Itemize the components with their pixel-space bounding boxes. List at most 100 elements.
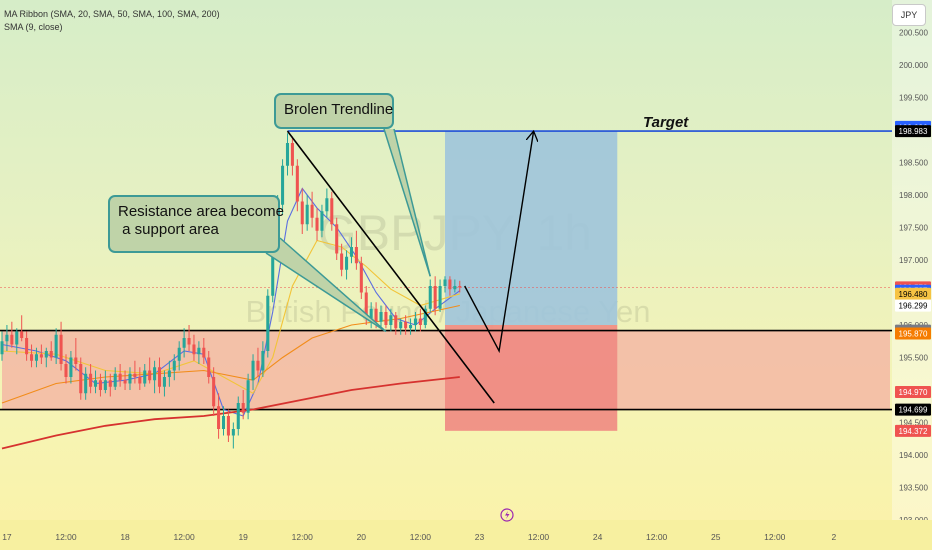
sma-legend[interactable]: SMA (9, close) (4, 22, 63, 32)
candle-65 (320, 204, 324, 238)
candle-body (285, 143, 290, 166)
candle-9 (44, 347, 48, 368)
candle-body (182, 338, 186, 348)
candle-23 (113, 367, 117, 390)
candle-89 (438, 279, 442, 312)
candle-22 (108, 373, 112, 397)
y-tick-label: 198.000 (899, 191, 928, 200)
y-tick-label: 194.500 (899, 419, 928, 428)
candle-body (295, 165, 299, 202)
candle-body (5, 334, 9, 342)
candle-6 (30, 344, 34, 368)
candle-body (340, 253, 344, 270)
candle-body (315, 217, 319, 231)
candle-body (266, 295, 270, 351)
candle-35 (172, 354, 176, 381)
price-tag-bg (895, 424, 931, 437)
candle-13 (64, 354, 68, 384)
x-tick-label: 12:00 (764, 532, 786, 542)
candle-28 (138, 367, 142, 390)
candle-40 (197, 341, 201, 364)
candle-body (261, 351, 265, 371)
x-tick-label: 24 (593, 532, 603, 542)
y-tick-label: 195.500 (899, 354, 928, 363)
candle-14 (69, 351, 73, 384)
candle-90 (443, 276, 447, 293)
candle-body (148, 370, 152, 381)
indicator-legend: MA Ribbon (SMA, 20, SMA, 50, SMA, 100, S… (4, 8, 220, 34)
price-tag-bg (895, 403, 931, 416)
candle-body (320, 211, 324, 231)
target-label: Target (643, 114, 689, 131)
price-tag-label: 198.983 (899, 127, 928, 136)
candle-58 (285, 133, 290, 176)
broken-trendline-pointer-edge-a (383, 128, 431, 277)
price-axis-bg (892, 0, 932, 550)
candle-body (251, 360, 255, 381)
candle-body (423, 308, 427, 325)
candle-body (59, 334, 63, 364)
candle-body (335, 224, 339, 254)
y-tick-label: 197.500 (899, 224, 928, 233)
candle-37 (182, 328, 186, 358)
candle-53 (261, 341, 265, 377)
candle-64 (315, 208, 319, 241)
candle-15 (74, 338, 78, 371)
price-tag-bg (895, 327, 931, 340)
price-tag-label: 196.480 (899, 290, 928, 299)
candle-52 (256, 347, 260, 377)
candle-78 (384, 305, 388, 329)
candle-0 (0, 331, 4, 361)
candle-body (300, 201, 304, 225)
candle-body (246, 380, 250, 413)
y-tick-label: 199.500 (899, 94, 928, 103)
candle-20 (98, 373, 102, 397)
y-tick-label: 194.000 (899, 451, 928, 460)
candle-87 (428, 279, 432, 312)
candle-88 (433, 276, 437, 316)
candle-body (153, 367, 157, 381)
candle-body (177, 347, 181, 361)
candle-93 (458, 280, 462, 293)
ma-ribbon-legend[interactable]: MA Ribbon (SMA, 20, SMA, 50, SMA, 100, S… (4, 9, 220, 19)
candle-body (428, 286, 432, 309)
candle-24 (118, 364, 122, 387)
candle-57 (281, 159, 285, 215)
loss-zone (445, 325, 618, 431)
resistance-support-callout[interactable]: Resistance area become a support area (108, 195, 284, 253)
candle-body (118, 373, 122, 381)
candle-body (389, 315, 393, 325)
x-tick-label: 23 (475, 532, 485, 542)
broken-trendline (286, 130, 495, 404)
candle-body (256, 360, 260, 371)
profit-zone (445, 131, 618, 325)
price-tag-label: 196.299 (899, 302, 928, 311)
resistance-pointer (266, 238, 386, 332)
candle-3 (15, 328, 19, 355)
candle-body (89, 373, 93, 387)
currency-button[interactable]: JPY (892, 4, 926, 26)
projection-arrow (464, 131, 534, 354)
candle-10 (49, 341, 53, 361)
candle-body (113, 373, 117, 387)
candle-42 (207, 351, 211, 384)
x-tick-label: 12:00 (173, 532, 195, 542)
candle-body (123, 380, 127, 384)
candle-34 (167, 360, 171, 387)
broken-trendline-callout[interactable]: Brolen Trendline (274, 93, 394, 129)
candle-body (98, 380, 102, 390)
candle-31 (153, 360, 157, 394)
x-tick-label: 20 (357, 532, 367, 542)
candle-45 (221, 406, 226, 436)
candle-11 (54, 328, 58, 364)
price-tag: 198.983 (895, 125, 931, 138)
candle-75 (369, 302, 373, 329)
candle-body (39, 354, 43, 358)
candle-body (221, 416, 226, 429)
candle-81 (399, 318, 403, 335)
candle-body (162, 377, 166, 387)
candle-body (103, 380, 107, 390)
candle-72 (354, 230, 358, 270)
